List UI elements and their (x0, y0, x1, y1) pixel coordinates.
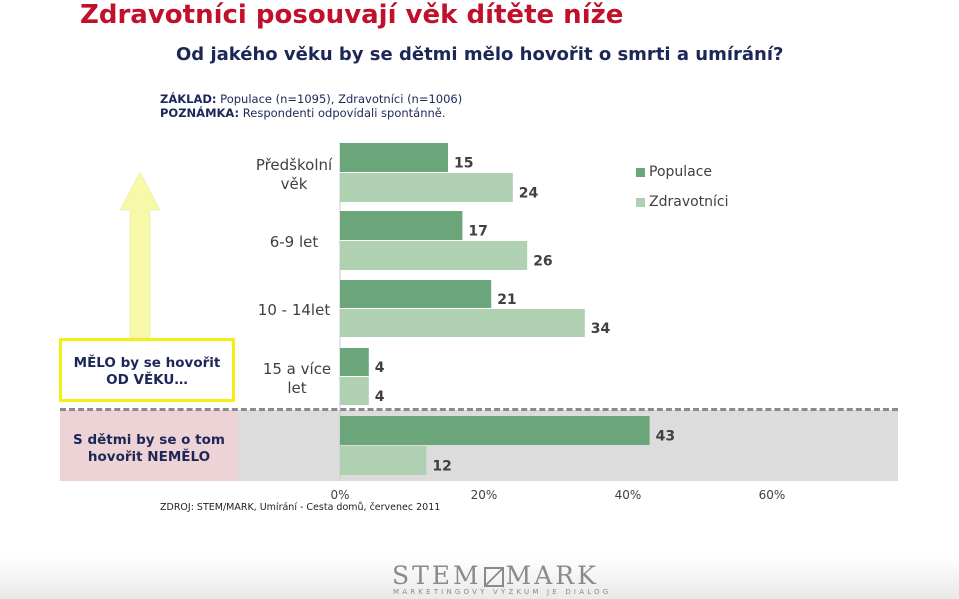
legend-item-zdravotnici: Zdravotníci (636, 194, 729, 210)
bar-zdravotnici (340, 241, 528, 270)
x-tick-label: 60% (759, 488, 786, 502)
bar-value-label: 4 (375, 360, 385, 376)
bar-populace (340, 280, 492, 308)
bar-value-label: 15 (454, 156, 473, 172)
bar-zdravotnici (340, 377, 369, 405)
x-tick-label: 20% (471, 488, 498, 502)
stem-mark-logo: STEM MARK (392, 561, 599, 590)
legend-swatch-zdravotnici (636, 197, 645, 207)
bar-value-label: 24 (519, 186, 539, 202)
separator-dashed-line (60, 408, 898, 411)
bar-value-label: 43 (656, 429, 675, 445)
legend-item-populace: Populace (636, 164, 712, 180)
bar-populace (340, 348, 369, 376)
bar-populace (340, 416, 650, 445)
bar-value-label: 12 (432, 459, 451, 475)
x-tick-label: 0% (330, 488, 349, 502)
category-label: 15 a více let (262, 360, 332, 397)
page-title: Zdravotníci posouvají věk dítěte níže (80, 0, 624, 30)
legend-swatch-populace (636, 167, 645, 177)
yes-answer-box (59, 338, 235, 402)
category-label: 10 - 14let (257, 301, 331, 319)
bar-value-label: 34 (591, 321, 611, 337)
note-poznamka: POZNÁMKA: Respondenti odpovídali spontán… (160, 106, 446, 120)
no-answer-label: S dětmi by se o tom hovořit NEMĚLO (73, 432, 225, 465)
bar-value-label: 17 (468, 224, 487, 240)
bar-zdravotnici (340, 309, 585, 337)
category-label: 6-9 let (269, 233, 319, 251)
footer-band (0, 556, 959, 599)
chart-question: Od jakého věku by se dětmi mělo hovořit … (176, 44, 784, 65)
yes-answer-label: MĚLO by se hovořit OD VĚKU… (73, 355, 221, 388)
bar-populace (340, 211, 463, 240)
bar-value-label: 21 (497, 292, 516, 308)
x-tick-label: 40% (615, 488, 642, 502)
bar-zdravotnici (340, 446, 427, 475)
no-answer-label-bg (60, 410, 238, 481)
note-zaklad: ZÁKLAD: Populace (n=1095), Zdravotníci (… (160, 92, 463, 106)
up-arrow-icon (119, 171, 161, 339)
bar-value-label: 26 (533, 254, 552, 270)
bar-populace (340, 143, 448, 172)
logo-tagline: MARKETINGOVÝ VÝZKUM JE DIALOG (393, 588, 612, 596)
category-label: Předškolní věk (255, 156, 333, 193)
source-note: ZDROJ: STEM/MARK, Umírání - Cesta domů, … (160, 502, 441, 513)
bar-value-label: 4 (375, 389, 385, 405)
bar-zdravotnici (340, 173, 513, 202)
